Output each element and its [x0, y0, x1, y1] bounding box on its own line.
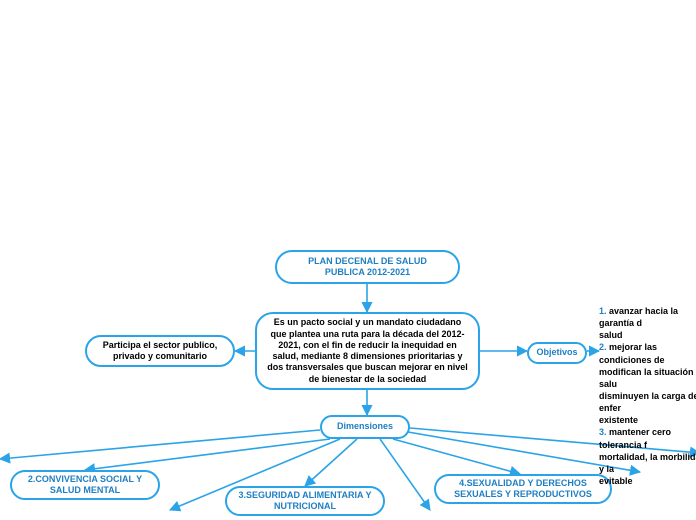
node-dim3: 3.SEGURIDAD ALIMENTARIA Y NUTRICIONAL [225, 486, 385, 516]
node-title-text: PLAN DECENAL DE SALUD PUBLICA 2012-2021 [287, 256, 448, 279]
node-participa: Participa el sector publico, privado y c… [85, 335, 235, 367]
diagram-canvas: PLAN DECENAL DE SALUD PUBLICA 2012-2021 … [0, 0, 696, 520]
node-dimensiones: Dimensiones [320, 415, 410, 439]
node-dim2: 2.CONVIVENCIA SOCIAL Y SALUD MENTAL [10, 470, 160, 500]
node-dim2-text: 2.CONVIVENCIA SOCIAL Y SALUD MENTAL [22, 474, 148, 497]
node-dimensiones-text: Dimensiones [337, 421, 393, 432]
node-title: PLAN DECENAL DE SALUD PUBLICA 2012-2021 [275, 250, 460, 284]
objectives-text: 1. avanzar hacia la garantía dsalud2. me… [599, 305, 696, 487]
node-dim3-text: 3.SEGURIDAD ALIMENTARIA Y NUTRICIONAL [237, 490, 373, 513]
node-description: Es un pacto social y un mandato ciudadan… [255, 312, 480, 390]
node-objetivos: Objetivos [527, 342, 587, 364]
node-description-text: Es un pacto social y un mandato ciudadan… [267, 317, 468, 385]
node-participa-text: Participa el sector publico, privado y c… [97, 340, 223, 363]
node-dim4-text: 4.SEXUALIDAD Y DERECHOS SEXUALES Y REPRO… [446, 478, 600, 501]
node-objetivos-text: Objetivos [537, 347, 578, 358]
node-dim4: 4.SEXUALIDAD Y DERECHOS SEXUALES Y REPRO… [434, 474, 612, 504]
